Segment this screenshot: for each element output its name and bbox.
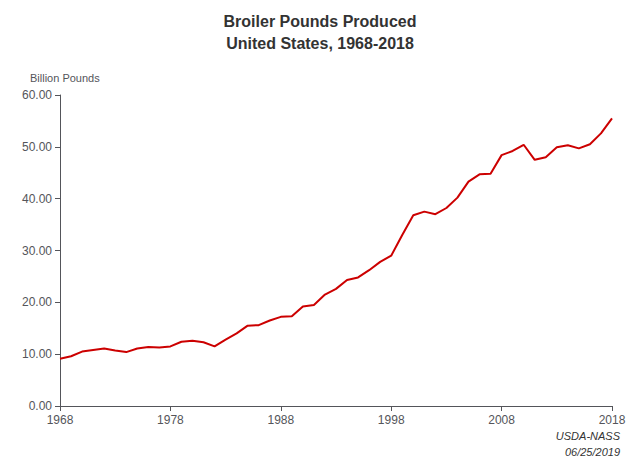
- svg-text:2008: 2008: [488, 413, 515, 427]
- svg-text:1978: 1978: [157, 413, 184, 427]
- svg-text:USDA-NASS: USDA-NASS: [556, 430, 621, 442]
- svg-text:50.00: 50.00: [22, 140, 52, 154]
- svg-text:10.00: 10.00: [22, 347, 52, 361]
- svg-text:2018: 2018: [599, 413, 626, 427]
- svg-text:1988: 1988: [267, 413, 294, 427]
- svg-text:Billion Pounds: Billion Pounds: [30, 72, 100, 84]
- svg-text:06/25/2019: 06/25/2019: [565, 446, 620, 458]
- svg-text:60.00: 60.00: [22, 88, 52, 102]
- svg-text:United States, 1968-2018: United States, 1968-2018: [226, 35, 414, 52]
- svg-text:20.00: 20.00: [22, 295, 52, 309]
- svg-text:40.00: 40.00: [22, 192, 52, 206]
- svg-text:0.00: 0.00: [29, 399, 53, 413]
- svg-text:1968: 1968: [47, 413, 74, 427]
- svg-text:Broiler Pounds Produced: Broiler Pounds Produced: [224, 13, 417, 30]
- svg-text:1998: 1998: [378, 413, 405, 427]
- svg-text:30.00: 30.00: [22, 244, 52, 258]
